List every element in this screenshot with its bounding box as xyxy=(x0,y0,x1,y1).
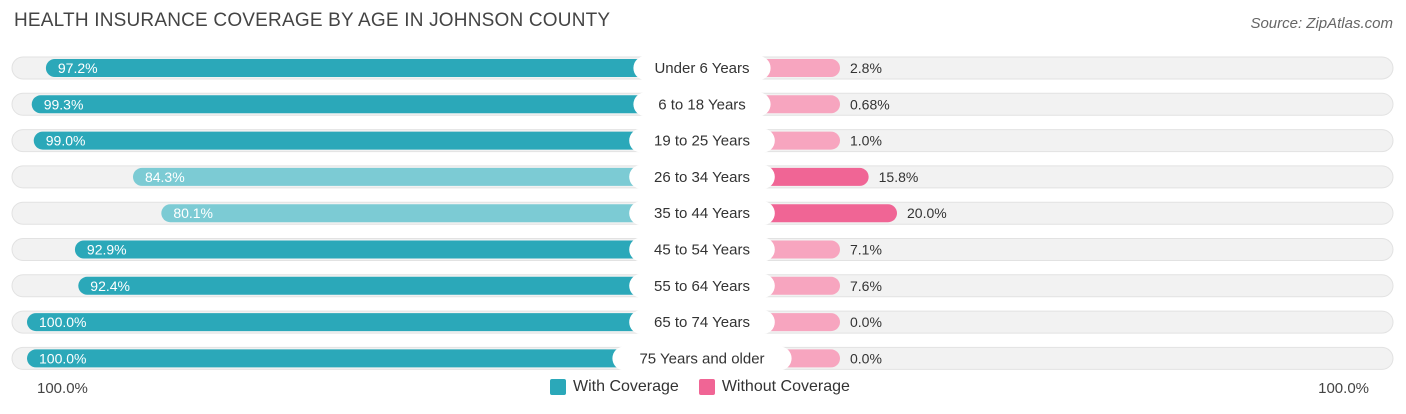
value-with-coverage-45-to-54-years: 92.9% xyxy=(87,242,127,258)
value-with-coverage-75-years-and-older: 100.0% xyxy=(39,350,86,366)
category-label-75-years-and-older: 75 Years and older xyxy=(639,350,764,367)
value-with-coverage-under-6-years: 97.2% xyxy=(58,60,98,76)
category-pill-45-to-54-years xyxy=(629,237,775,262)
value-without-coverage-26-to-34-years: 15.8% xyxy=(879,169,919,185)
legend: With Coverage Without Coverage xyxy=(550,378,862,396)
source-label: Source: ZipAtlas.com xyxy=(1250,15,1393,32)
category-pill-6-to-18-years xyxy=(633,92,771,117)
legend-label-without-coverage: Without Coverage xyxy=(721,378,850,395)
category-label-under-6-years: Under 6 Years xyxy=(654,60,749,77)
value-without-coverage-45-to-54-years: 7.1% xyxy=(850,242,882,258)
category-label-19-to-25-years: 19 to 25 Years xyxy=(654,133,750,150)
value-with-coverage-6-to-18-years: 99.3% xyxy=(44,96,84,112)
category-label-65-to-74-years: 65 to 74 Years xyxy=(654,314,750,331)
chart-title: HEALTH INSURANCE COVERAGE BY AGE IN JOHN… xyxy=(14,10,611,31)
axis-left-label: 100.0% xyxy=(37,380,88,397)
category-pill-55-to-64-years xyxy=(629,273,775,298)
value-with-coverage-55-to-64-years: 92.4% xyxy=(90,278,130,294)
axis-right-label: 100.0% xyxy=(1318,380,1369,397)
bar-with-coverage-65-to-74-years xyxy=(27,313,702,332)
value-without-coverage-35-to-44-years: 20.0% xyxy=(907,205,947,221)
value-without-coverage-19-to-25-years: 1.0% xyxy=(850,133,882,149)
category-pill-under-6-years xyxy=(633,56,771,80)
bar-with-coverage-under-6-years xyxy=(45,59,702,77)
category-label-6-to-18-years: 6 to 18 Years xyxy=(658,96,746,113)
category-pill-65-to-74-years xyxy=(629,310,775,335)
value-with-coverage-19-to-25-years: 99.0% xyxy=(46,133,86,149)
category-label-35-to-44-years: 35 to 44 Years xyxy=(654,205,750,222)
bar-with-coverage-6-to-18-years xyxy=(31,95,703,114)
value-without-coverage-55-to-64-years: 7.6% xyxy=(850,278,882,294)
category-label-55-to-64-years: 55 to 64 Years xyxy=(654,278,750,295)
category-pill-26-to-34-years xyxy=(629,164,775,189)
value-without-coverage-65-to-74-years: 0.0% xyxy=(850,314,882,330)
category-label-26-to-34-years: 26 to 34 Years xyxy=(654,169,750,186)
value-without-coverage-6-to-18-years: 0.68% xyxy=(850,96,890,112)
category-label-45-to-54-years: 45 to 54 Years xyxy=(654,242,750,259)
value-with-coverage-65-to-74-years: 100.0% xyxy=(39,314,86,330)
category-pill-35-to-44-years xyxy=(629,201,775,226)
legend-label-with-coverage: With Coverage xyxy=(573,378,679,395)
bar-with-coverage-55-to-64-years xyxy=(78,276,703,295)
category-pill-75-years-and-older xyxy=(612,346,792,371)
bar-with-coverage-19-to-25-years xyxy=(33,131,702,150)
bar-with-coverage-45-to-54-years xyxy=(74,240,703,259)
value-with-coverage-26-to-34-years: 84.3% xyxy=(145,169,185,185)
legend-item-with-coverage[interactable]: With Coverage xyxy=(550,378,679,396)
bar-with-coverage-75-years-and-older xyxy=(27,349,702,368)
value-without-coverage-under-6-years: 2.8% xyxy=(850,60,882,76)
value-without-coverage-75-years-and-older: 0.0% xyxy=(850,350,882,366)
bar-with-coverage-35-to-44-years xyxy=(161,204,702,223)
category-pill-19-to-25-years xyxy=(629,128,775,153)
legend-swatch-with-coverage xyxy=(550,379,566,395)
value-with-coverage-35-to-44-years: 80.1% xyxy=(173,205,213,221)
bar-with-coverage-26-to-34-years xyxy=(132,167,703,186)
legend-swatch-without-coverage xyxy=(698,379,715,395)
legend-item-without-coverage[interactable]: Without Coverage xyxy=(698,378,850,396)
